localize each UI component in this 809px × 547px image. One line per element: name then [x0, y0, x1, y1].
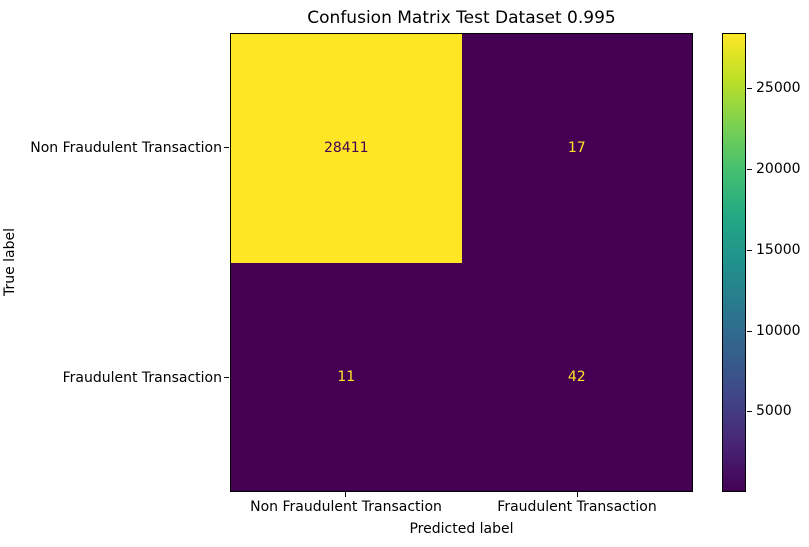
heatmap-plot-area: 28411 17 11 42 [230, 33, 693, 492]
colorbar-tick-label: 10000 [756, 323, 801, 339]
colorbar-tick-mark [747, 88, 752, 89]
colorbar-tick-mark [747, 411, 752, 412]
cell-value: 28411 [323, 140, 369, 157]
colorbar-tick-label: 20000 [756, 161, 801, 177]
colorbar-tick-label: 5000 [756, 403, 792, 419]
matrix-cell-0-1: 17 [461, 34, 692, 263]
colorbar-tick-mark [747, 331, 752, 332]
matrix-cell-1-0: 11 [231, 262, 462, 491]
matrix-cell-1-1: 42 [461, 262, 692, 491]
cell-value: 11 [337, 368, 356, 385]
x-tick-label-non-fraudulent: Non Fraudulent Transaction [250, 499, 442, 515]
x-axis-label: Predicted label [409, 521, 514, 537]
cell-value: 17 [567, 140, 586, 157]
y-tick-mark [224, 147, 229, 148]
matrix-cell-0-0: 28411 [231, 34, 462, 263]
y-tick-label-fraudulent: Fraudulent Transaction [62, 370, 222, 386]
colorbar [722, 33, 746, 492]
colorbar-tick-label: 15000 [756, 242, 801, 258]
colorbar-tick-mark [747, 169, 752, 170]
x-tick-mark [345, 492, 346, 497]
colorbar-tick-mark [747, 250, 752, 251]
y-tick-label-non-fraudulent: Non Fraudulent Transaction [30, 140, 222, 156]
cell-value: 42 [567, 368, 586, 385]
x-tick-mark [577, 492, 578, 497]
x-tick-label-fraudulent: Fraudulent Transaction [497, 499, 657, 515]
y-axis-label: True label [2, 227, 18, 297]
chart-title: Confusion Matrix Test Dataset 0.995 [307, 8, 616, 28]
colorbar-tick-label: 25000 [756, 80, 801, 96]
y-tick-mark [224, 377, 229, 378]
